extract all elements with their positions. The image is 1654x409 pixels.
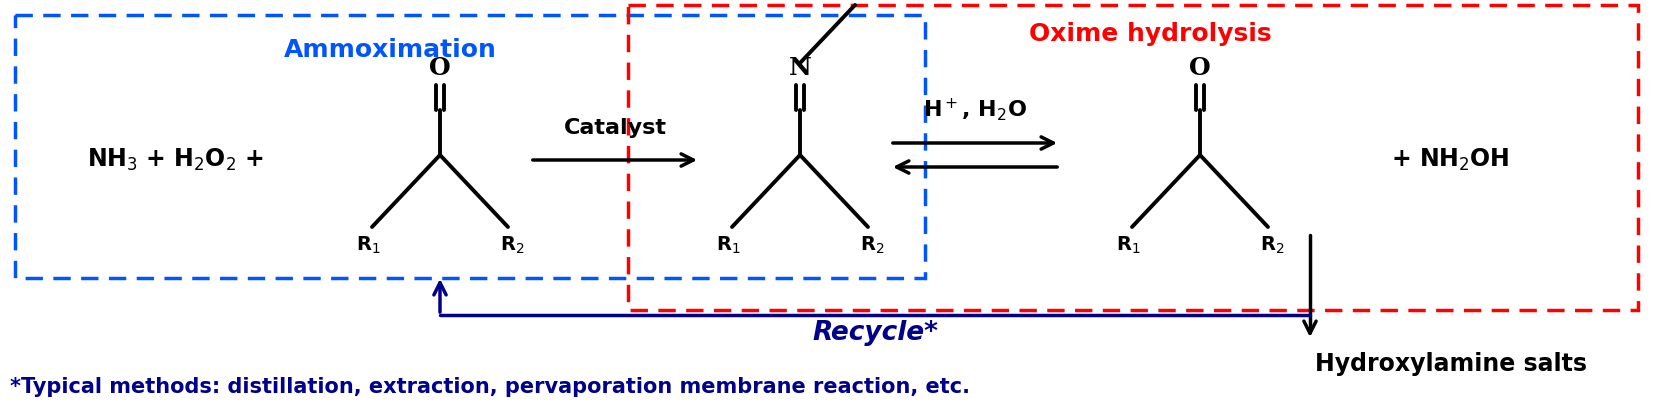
Text: O: O <box>428 56 452 80</box>
Text: H$^+$, H$_2$O: H$^+$, H$_2$O <box>923 96 1027 123</box>
Text: R$_2$: R$_2$ <box>500 235 524 256</box>
Text: Ammoximation: Ammoximation <box>283 38 496 62</box>
Text: Oxime hydrolysis: Oxime hydrolysis <box>1029 22 1272 46</box>
Bar <box>629 5 1637 310</box>
Text: R$_1$: R$_1$ <box>356 235 380 256</box>
Text: R$_2$: R$_2$ <box>860 235 885 256</box>
Text: *Typical methods: distillation, extraction, pervaporation membrane reaction, etc: *Typical methods: distillation, extracti… <box>10 377 969 397</box>
Text: Hydroxylamine salts: Hydroxylamine salts <box>1315 352 1586 376</box>
Bar <box>15 15 925 278</box>
Text: + NH$_2$OH: + NH$_2$OH <box>1391 147 1508 173</box>
Text: O: O <box>1189 56 1211 80</box>
Text: Catalyst: Catalyst <box>564 118 667 138</box>
Text: R$_1$: R$_1$ <box>1116 235 1140 256</box>
Text: Recycle*: Recycle* <box>812 320 938 346</box>
Text: N: N <box>789 56 812 80</box>
Text: NH$_3$ + H$_2$O$_2$ +: NH$_3$ + H$_2$O$_2$ + <box>86 147 263 173</box>
Text: R$_1$: R$_1$ <box>716 235 741 256</box>
Text: R$_2$: R$_2$ <box>1260 235 1284 256</box>
